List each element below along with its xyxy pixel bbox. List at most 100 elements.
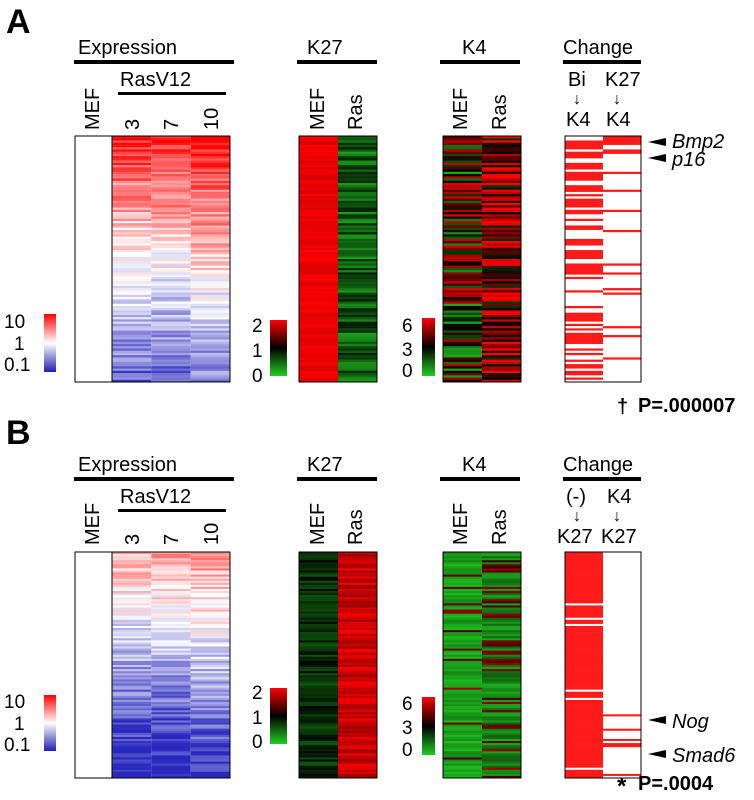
heatmap-cell (603, 285, 641, 289)
heatmap-cell (443, 568, 482, 571)
heatmap-cell (151, 566, 191, 569)
heatmap-cell (482, 160, 521, 164)
heatmap-cell (338, 759, 377, 762)
heatmap-cell (565, 254, 603, 258)
heatmap-cell (565, 673, 603, 676)
heatmap-cell (338, 634, 377, 637)
expression-title: Expression (78, 454, 177, 476)
heatmap-cell (112, 564, 152, 567)
heatmap-cell (565, 279, 603, 282)
heatmap-cell (190, 364, 230, 367)
heatmap-cell (565, 757, 603, 760)
heatmap-cell (151, 769, 191, 773)
heatmap-cell (565, 312, 603, 316)
heatmap-cell (565, 225, 603, 228)
heatmap-cell (190, 236, 230, 240)
heatmap-cell (482, 574, 521, 577)
heatmap-cell (565, 556, 603, 559)
heatmap-cell (338, 617, 377, 621)
heatmap-cell (299, 198, 338, 202)
heatmap-cell (603, 250, 641, 253)
heatmap-cell (338, 312, 377, 316)
heatmap-cell (299, 359, 338, 363)
heatmap-cell (603, 580, 641, 584)
heatmap-cell (190, 745, 230, 748)
heatmap-cell (565, 348, 603, 351)
heatmap-cell (190, 180, 230, 184)
heatmap-cell (603, 642, 641, 645)
heatmap-cell (482, 243, 521, 246)
heatmap-cell (603, 586, 641, 590)
heatmap-cell (338, 673, 377, 676)
heatmap-cell (565, 283, 603, 287)
heatmap-cell (151, 200, 191, 204)
heatmap-cell (443, 658, 482, 662)
heatmap-cell (482, 136, 521, 139)
heatmap-cell (603, 379, 641, 383)
pointer-arrow-icon (648, 138, 666, 146)
heatmap-cell (603, 238, 641, 242)
heatmap-cell (151, 185, 191, 188)
heatmap-cell (112, 370, 152, 374)
heatmap-cell (299, 212, 338, 215)
heatmap-cell (565, 745, 603, 748)
heatmap-cell (482, 185, 521, 188)
heatmap-cell (299, 732, 338, 736)
heatmap-cell (482, 317, 521, 320)
heatmap-cell (482, 212, 521, 215)
heatmap-cell (151, 708, 191, 711)
heatmap-cell (112, 638, 152, 641)
heatmap-cell (299, 749, 338, 752)
heatmap-cell (112, 279, 152, 282)
p-value: † P=.000007 (617, 395, 735, 418)
heatmap-cell (443, 140, 482, 144)
heatmap-cell (443, 775, 482, 779)
heatmap-cell (112, 753, 152, 756)
heatmap-cell (190, 207, 230, 211)
heatmap-cell (299, 254, 338, 258)
heatmap-cell (482, 654, 521, 658)
heatmap-cell (338, 757, 377, 760)
heatmap-cell (565, 299, 603, 302)
heatmap-cell (603, 699, 641, 703)
heatmap-cell (299, 310, 338, 313)
heatmap-cell (443, 586, 482, 590)
heatmap-cell (603, 364, 641, 367)
gene-label: Bmp2 (672, 131, 724, 153)
heatmap-cell (151, 743, 191, 746)
heatmap-cell (565, 205, 603, 208)
heatmap-cell (443, 591, 482, 594)
heatmap-cell (338, 346, 377, 349)
heatmap-cell (565, 558, 603, 561)
heatmap-cell (299, 276, 338, 280)
heatmap-cell (112, 630, 152, 633)
heatmap-cell (565, 609, 603, 612)
heatmap-cell (151, 761, 191, 764)
heatmap-cell (338, 556, 377, 559)
heatmap-cell (151, 588, 191, 592)
heatmap-cell (112, 611, 152, 614)
heatmap-cell (299, 714, 338, 717)
heatmap-cell (565, 308, 603, 311)
heatmap-cell (482, 149, 521, 152)
heatmap-cell (151, 726, 191, 729)
heatmap-cell (112, 220, 152, 224)
heatmap-cell (299, 142, 338, 146)
heatmap-cell (299, 710, 338, 713)
gene-label: p16 (671, 149, 706, 171)
heatmap-cell (299, 675, 338, 678)
heatmap-cell (565, 310, 603, 313)
heatmap-cell (565, 599, 603, 602)
heatmap-cell (338, 716, 377, 719)
heatmap-cell (112, 301, 152, 305)
heatmap-cell (603, 254, 641, 258)
heatmap-cell (482, 572, 521, 575)
change-col1-bottom: K4 (566, 109, 590, 131)
heatmap-cell (190, 706, 230, 709)
heatmap-cell (338, 238, 377, 242)
heatmap-cell (603, 636, 641, 639)
heatmap-cell (482, 178, 521, 182)
heatmap-cell (482, 650, 521, 653)
heatmap-cell (151, 706, 191, 709)
heatmap-cell (603, 245, 641, 249)
